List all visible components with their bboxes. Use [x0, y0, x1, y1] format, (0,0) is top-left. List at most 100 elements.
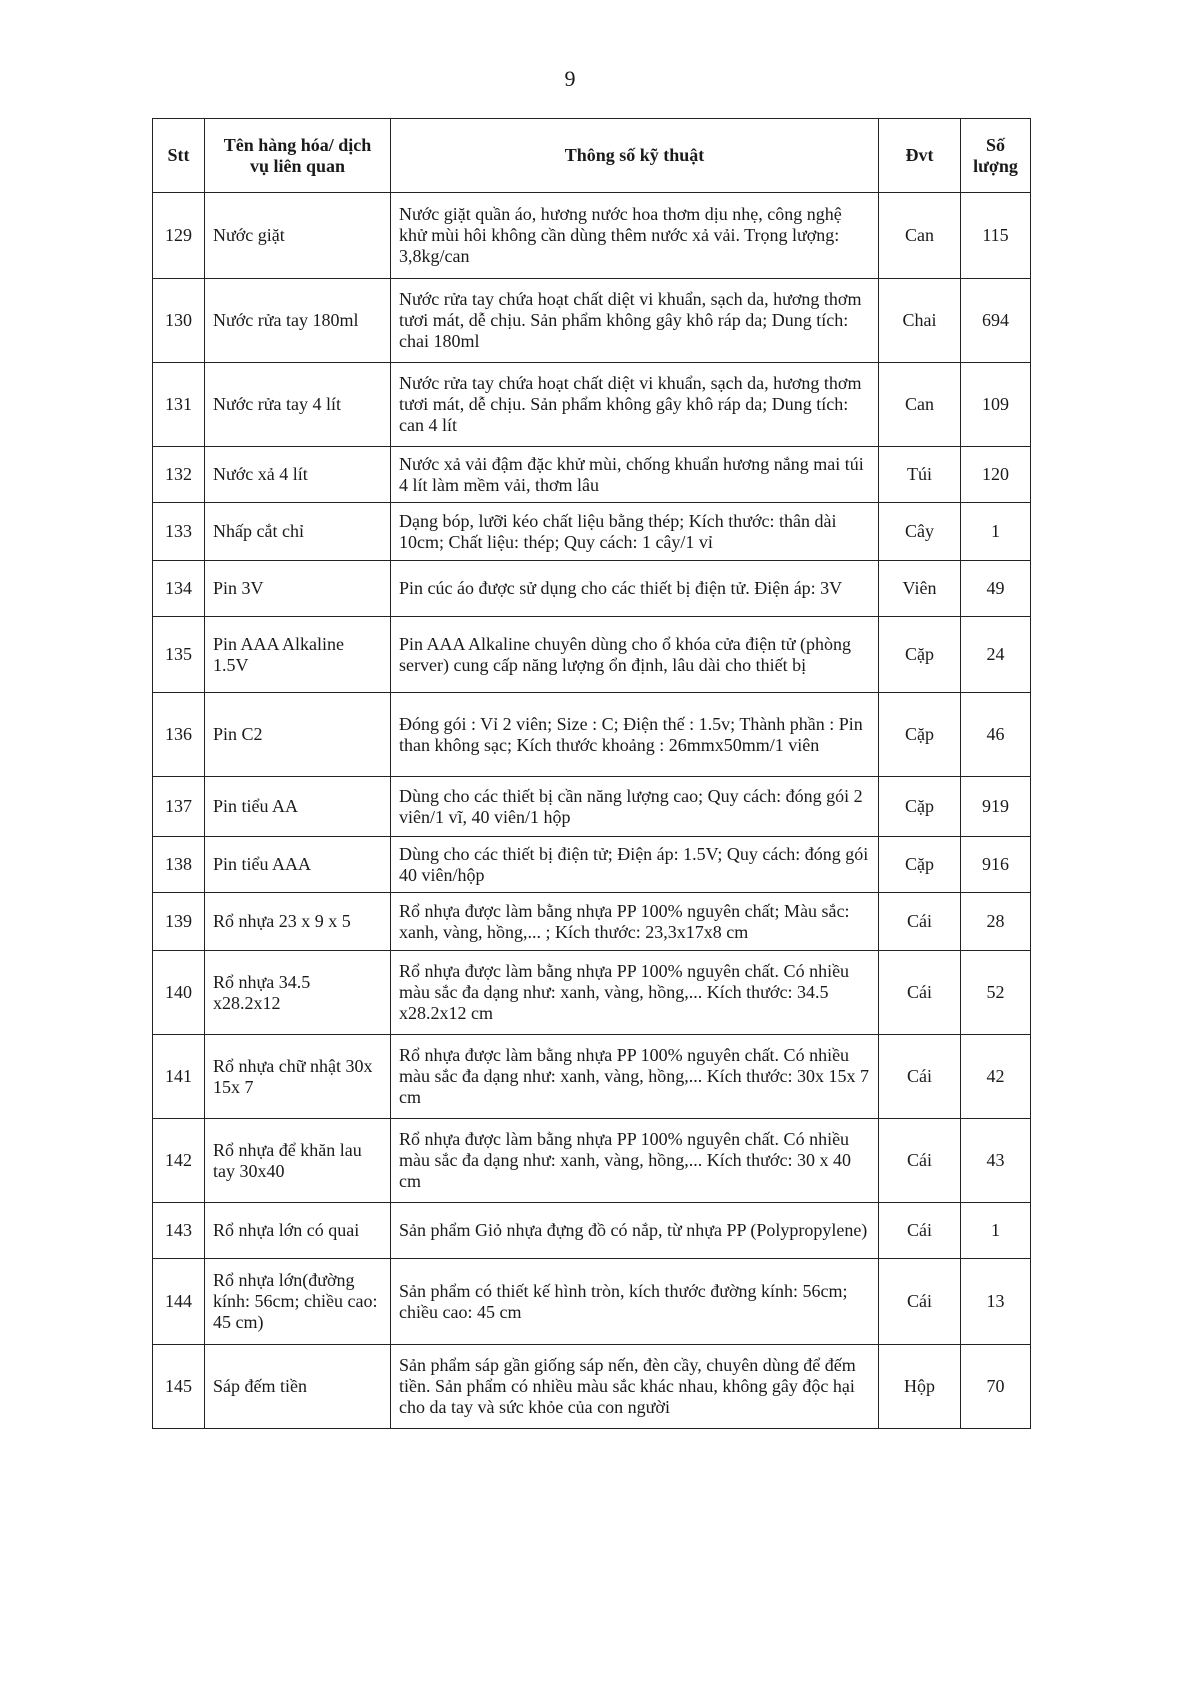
cell-qty: 115 [960, 192, 1031, 279]
cell-unit: Cặp [878, 836, 961, 893]
cell-stt: 143 [152, 1202, 205, 1259]
cell-stt: 145 [152, 1344, 205, 1429]
cell-qty: 1 [960, 502, 1031, 561]
cell-stt: 133 [152, 502, 205, 561]
cell-stt: 139 [152, 892, 205, 951]
cell-name: Rổ nhựa lớn có quai [204, 1202, 391, 1259]
table-row: 137 Pin tiểu AA Dùng cho các thiết bị cần … [152, 776, 1031, 837]
cell-stt: 131 [152, 362, 205, 447]
cell-spec: Đóng gói : Vỉ 2 viên; Size : C; Điện thế… [390, 692, 879, 777]
table-row: 132 Nước xả 4 lít Nước xả vải đậm đặc khử … [152, 446, 1031, 503]
table-row: 133 Nhấp cắt chỉ Dạng bóp, lưỡi kéo chất l… [152, 502, 1031, 561]
table-row: 143 Rổ nhựa lớn có quai Sản phẩm Giỏ nhựa … [152, 1202, 1031, 1259]
cell-spec: Pin cúc áo được sử dụng cho các thiết bị… [390, 560, 879, 617]
table-header-row: Stt Tên hàng hóa/ dịch vụ liên quan Thôn… [152, 118, 1031, 193]
table-row: 140 Rổ nhựa 34.5 x28.2x12 Rổ nhựa được làm… [152, 950, 1031, 1035]
cell-stt: 136 [152, 692, 205, 777]
cell-spec: Rổ nhựa được làm bằng nhựa PP 100% nguyê… [390, 1034, 879, 1119]
cell-spec: Nước giặt quần áo, hương nước hoa thơm d… [390, 192, 879, 279]
table-row: 130 Nước rửa tay 180ml Nước rửa tay chứa h… [152, 278, 1031, 363]
page-number: 9 [564, 66, 576, 91]
cell-stt: 132 [152, 446, 205, 503]
cell-name: Nước giặt [204, 192, 391, 279]
cell-name: Rổ nhựa lớn(đường kính: 56cm; chiều cao:… [204, 1258, 391, 1345]
header-qty: Số lượng [960, 118, 1031, 193]
table-row: 131 Nước rửa tay 4 lít Nước rửa tay chứa h… [152, 362, 1031, 447]
cell-name: Rổ nhựa để khăn lau tay 30x40 [204, 1118, 391, 1203]
cell-unit: Hộp [878, 1344, 961, 1429]
cell-qty: 52 [960, 950, 1031, 1035]
cell-unit: Cái [878, 1258, 961, 1345]
cell-spec: Rổ nhựa được làm bằng nhựa PP 100% nguyê… [390, 1118, 879, 1203]
cell-unit: Túi [878, 446, 961, 503]
cell-stt: 144 [152, 1258, 205, 1345]
cell-unit: Cặp [878, 776, 961, 837]
cell-unit: Cặp [878, 616, 961, 693]
cell-stt: 129 [152, 192, 205, 279]
cell-name: Pin 3V [204, 560, 391, 617]
cell-spec: Dạng bóp, lưỡi kéo chất liệu bằng thép; … [390, 502, 879, 561]
table-row: 144 Rổ nhựa lớn(đường kính: 56cm; chiều c… [152, 1258, 1031, 1345]
cell-stt: 135 [152, 616, 205, 693]
cell-name: Nước rửa tay 180ml [204, 278, 391, 363]
cell-name: Nhấp cắt chỉ [204, 502, 391, 561]
cell-spec: Dùng cho các thiết bị điện tử; Điện áp: … [390, 836, 879, 893]
cell-qty: 1 [960, 1202, 1031, 1259]
cell-qty: 109 [960, 362, 1031, 447]
cell-unit: Cặp [878, 692, 961, 777]
cell-name: Nước xả 4 lít [204, 446, 391, 503]
cell-stt: 138 [152, 836, 205, 893]
cell-qty: 120 [960, 446, 1031, 503]
table-row: 136 Pin C2 Đóng gói : Vỉ 2 viên; Size : C;… [152, 692, 1031, 777]
cell-name: Rổ nhựa 23 x 9 x 5 [204, 892, 391, 951]
table-row: 142 Rổ nhựa để khăn lau tay 30x40 Rổ nhựa … [152, 1118, 1031, 1203]
cell-unit: Chai [878, 278, 961, 363]
cell-stt: 142 [152, 1118, 205, 1203]
cell-unit: Can [878, 192, 961, 279]
cell-name: Sáp đếm tiền [204, 1344, 391, 1429]
cell-unit: Cái [878, 1202, 961, 1259]
cell-qty: 13 [960, 1258, 1031, 1345]
cell-qty: 916 [960, 836, 1031, 893]
cell-qty: 24 [960, 616, 1031, 693]
cell-spec: Sản phẩm Giỏ nhựa đựng đồ có nắp, từ nhự… [390, 1202, 879, 1259]
cell-name: Rổ nhựa 34.5 x28.2x12 [204, 950, 391, 1035]
cell-stt: 140 [152, 950, 205, 1035]
cell-qty: 42 [960, 1034, 1031, 1119]
header-stt: Stt [152, 118, 205, 193]
cell-spec: Nước rửa tay chứa hoạt chất diệt vi khuẩ… [390, 278, 879, 363]
cell-unit: Viên [878, 560, 961, 617]
header-unit: Đvt [878, 118, 961, 193]
cell-stt: 141 [152, 1034, 205, 1119]
table-row: 135 Pin AAA Alkaline 1.5V Pin AAA Alkaline… [152, 616, 1031, 693]
cell-qty: 46 [960, 692, 1031, 777]
cell-qty: 43 [960, 1118, 1031, 1203]
cell-spec: Nước xả vải đậm đặc khử mùi, chống khuẩn… [390, 446, 879, 503]
cell-unit: Cái [878, 1118, 961, 1203]
cell-name: Pin AAA Alkaline 1.5V [204, 616, 391, 693]
cell-qty: 28 [960, 892, 1031, 951]
cell-qty: 919 [960, 776, 1031, 837]
cell-spec: Rổ nhựa được làm bằng nhựa PP 100% nguyê… [390, 892, 879, 951]
cell-unit: Can [878, 362, 961, 447]
cell-spec: Nước rửa tay chứa hoạt chất diệt vi khuẩ… [390, 362, 879, 447]
cell-spec: Dùng cho các thiết bị cần năng lượng cao… [390, 776, 879, 837]
cell-unit: Cái [878, 950, 961, 1035]
cell-qty: 49 [960, 560, 1031, 617]
table-row: 138 Pin tiểu AAA Dùng cho các thiết bị điệ… [152, 836, 1031, 893]
cell-unit: Cái [878, 892, 961, 951]
table-row: 129 Nước giặt Nước giặt quần áo, hương nướ… [152, 192, 1031, 279]
cell-name: Pin tiểu AAA [204, 836, 391, 893]
cell-spec: Rổ nhựa được làm bằng nhựa PP 100% nguyê… [390, 950, 879, 1035]
table-row: 141 Rổ nhựa chữ nhật 30x 15x 7 Rổ nhựa đượ… [152, 1034, 1031, 1119]
cell-stt: 134 [152, 560, 205, 617]
cell-name: Pin tiểu AA [204, 776, 391, 837]
table-row: 145 Sáp đếm tiền Sản phẩm sáp gần giống sá… [152, 1344, 1031, 1429]
cell-stt: 137 [152, 776, 205, 837]
cell-spec: Sản phẩm có thiết kế hình tròn, kích thư… [390, 1258, 879, 1345]
table-row: 134 Pin 3V Pin cúc áo được sử dụng cho các… [152, 560, 1031, 617]
cell-unit: Cây [878, 502, 961, 561]
cell-name: Nước rửa tay 4 lít [204, 362, 391, 447]
cell-spec: Pin AAA Alkaline chuyên dùng cho ổ khóa … [390, 616, 879, 693]
cell-unit: Cái [878, 1034, 961, 1119]
